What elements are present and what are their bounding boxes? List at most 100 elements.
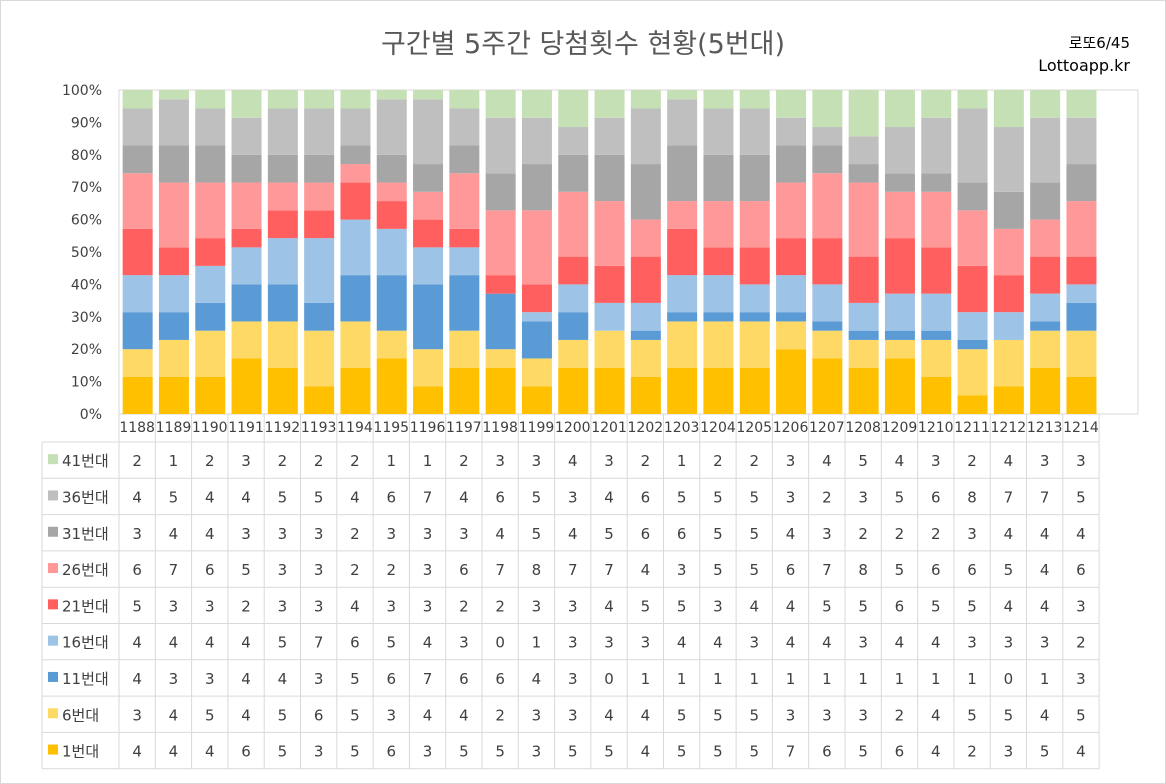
data-label: 3 — [386, 525, 396, 543]
bar-segment — [630, 108, 661, 165]
bar-segment — [667, 367, 698, 414]
data-label: 2 — [895, 525, 905, 543]
bar-segment — [739, 90, 770, 109]
data-label: 3 — [314, 525, 324, 543]
data-label: 4 — [205, 743, 215, 761]
legend-label: 1번대 — [62, 743, 99, 761]
data-label: 4 — [132, 743, 142, 761]
x-tick-label: 1199 — [519, 420, 555, 436]
y-tick-label: 100% — [62, 83, 102, 99]
data-label: 4 — [423, 706, 433, 724]
bar-segment — [340, 145, 371, 165]
bar-segment — [267, 210, 298, 239]
bar-segment — [776, 90, 807, 118]
bar-segment — [703, 154, 734, 202]
bar-segment — [267, 238, 298, 285]
bar-segment — [267, 321, 298, 368]
data-label: 6 — [495, 488, 505, 506]
bar-segment — [703, 275, 734, 313]
bar-segment — [776, 117, 807, 146]
bar-segment — [158, 312, 189, 340]
bar-segment — [158, 376, 189, 414]
bar-segment — [848, 182, 879, 257]
data-label: 1 — [169, 452, 179, 470]
bar-segment — [957, 339, 988, 350]
bar-segment — [521, 210, 552, 285]
data-label: 5 — [749, 561, 759, 579]
bar-segment — [195, 265, 226, 303]
bar-segment — [921, 173, 952, 192]
bar-segment — [340, 164, 371, 183]
data-label: 3 — [459, 634, 469, 652]
bar-segment — [1066, 376, 1097, 414]
bar-segment — [267, 182, 298, 211]
y-tick-label: 40% — [71, 277, 102, 293]
bar-segment — [630, 256, 661, 303]
bar-segment — [776, 275, 807, 313]
bar-segment — [304, 210, 335, 239]
data-label: 1 — [822, 670, 832, 688]
data-label: 3 — [132, 525, 142, 543]
legend-swatch — [48, 454, 58, 465]
bar-segment — [739, 247, 770, 285]
data-label: 2 — [459, 597, 469, 615]
data-label: 3 — [423, 525, 433, 543]
bar-segment — [485, 173, 516, 211]
legend-label: 6번대 — [62, 706, 99, 724]
data-label: 2 — [641, 452, 651, 470]
bar-segment — [158, 145, 189, 183]
bar-segment — [594, 265, 625, 303]
data-label: 5 — [532, 525, 542, 543]
data-label: 3 — [278, 561, 288, 579]
bar-segment — [776, 238, 807, 276]
data-label: 7 — [568, 561, 578, 579]
data-label: 4 — [931, 706, 941, 724]
data-label: 5 — [677, 743, 687, 761]
y-tick-label: 30% — [71, 310, 102, 326]
bar-segment — [158, 99, 189, 146]
bar-segment — [993, 275, 1024, 313]
brand-game-label: 로또6/45 — [1068, 34, 1130, 52]
data-label: 4 — [350, 597, 360, 615]
bar-segment — [957, 182, 988, 211]
data-label: 4 — [895, 634, 905, 652]
x-tick-label: 1197 — [446, 420, 482, 436]
data-label: 5 — [858, 452, 868, 470]
bar-segment — [521, 358, 552, 387]
bar-segment — [594, 201, 625, 266]
data-label: 3 — [423, 597, 433, 615]
bar-segment — [1066, 201, 1097, 257]
data-label: 1 — [895, 670, 905, 688]
legend-swatch — [48, 563, 58, 574]
y-tick-label: 20% — [71, 342, 102, 358]
data-label: 4 — [278, 670, 288, 688]
bar-segment — [231, 228, 262, 248]
bar-segment — [122, 90, 153, 109]
bar-segment — [993, 127, 1024, 192]
bar-segment — [776, 312, 807, 322]
bar-segment — [630, 302, 661, 331]
data-label: 3 — [132, 706, 142, 724]
data-label: 5 — [568, 743, 578, 761]
data-label: 6 — [931, 561, 941, 579]
bar-segment — [884, 293, 915, 331]
bar-segment — [703, 247, 734, 276]
bar-segment — [267, 154, 298, 183]
bar-segment — [195, 108, 226, 146]
bar-segment — [667, 145, 698, 202]
bar-segment — [848, 330, 879, 340]
bar-segment — [739, 367, 770, 414]
data-label: 5 — [1040, 743, 1050, 761]
data-label: 5 — [858, 743, 868, 761]
data-label: 3 — [423, 561, 433, 579]
data-label: 1 — [749, 670, 759, 688]
bar-segment — [122, 376, 153, 414]
data-label: 5 — [749, 488, 759, 506]
bar-segment — [594, 367, 625, 414]
data-label: 6 — [677, 525, 687, 543]
data-label: 3 — [495, 452, 505, 470]
legend-swatch — [48, 490, 58, 501]
bar-segment — [340, 182, 371, 220]
data-label: 3 — [278, 525, 288, 543]
bar-segment — [848, 339, 879, 368]
